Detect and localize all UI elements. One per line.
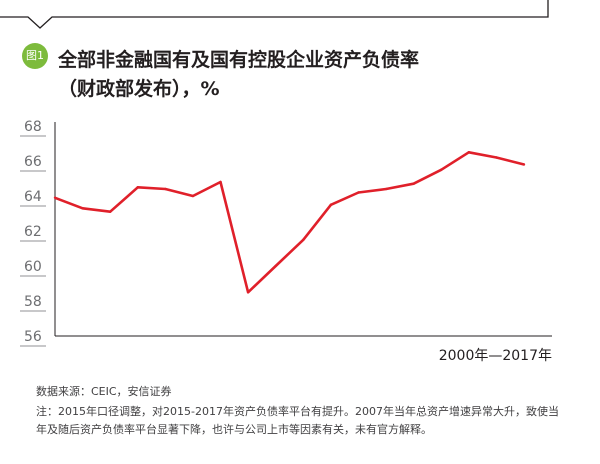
series-line: [54, 151, 525, 294]
y-tick-label: 58: [24, 294, 42, 310]
data-point: [412, 182, 415, 185]
y-tick-label: 64: [24, 189, 42, 205]
data-point: [384, 187, 388, 191]
data-point: [108, 210, 112, 213]
y-tick-label: 56: [24, 329, 42, 345]
data-point: [246, 291, 250, 294]
data-point: [357, 191, 360, 194]
data-point: [495, 156, 498, 159]
data-point: [274, 264, 277, 268]
data-point: [81, 207, 84, 210]
data-point: [329, 203, 333, 206]
chart-axes: [54, 122, 552, 337]
data-point: [191, 194, 195, 198]
header-rule: [0, 0, 549, 29]
data-point: [522, 163, 526, 166]
data-point: [53, 196, 57, 199]
data-point: [219, 180, 222, 184]
data-point: [164, 187, 167, 191]
figure-badge-icon: 图1: [22, 43, 48, 69]
note-text: 注：2015年口径调整，对2015-2017年资产负债率平台有提升。2007年当…: [36, 405, 559, 436]
data-point: [302, 238, 305, 241]
y-tick-label: 62: [24, 224, 42, 240]
y-tick-label: 60: [24, 259, 42, 275]
series-layer: [53, 151, 526, 294]
source-text: 数据来源：CEIC，安信证券: [36, 385, 172, 398]
x-axis-label: 2000年—2017年: [439, 348, 552, 364]
chart-subtitle: （财政部发布），%: [58, 78, 220, 100]
y-tick-label: 68: [24, 119, 42, 135]
chart-title: 全部非金融国有及国有控股企业资产负债率: [58, 49, 420, 71]
y-axis-ticks: 68 66 64 62 60 58 56: [20, 119, 46, 347]
data-point: [440, 168, 443, 171]
data-point: [467, 151, 471, 154]
y-tick-label: 66: [24, 154, 42, 170]
data-point: [136, 186, 139, 189]
